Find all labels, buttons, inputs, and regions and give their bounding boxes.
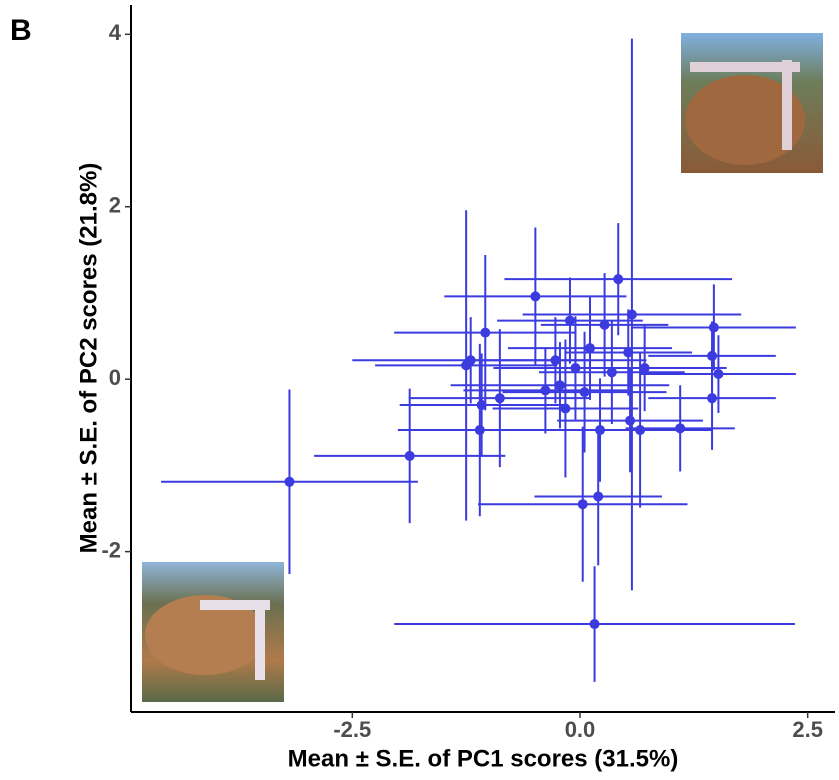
point [465,355,476,366]
point [579,387,590,398]
y-tick-label: 2 [109,193,121,218]
point [476,400,487,411]
point [480,327,491,338]
point [599,319,610,330]
point [623,347,634,358]
point [593,491,604,502]
point [589,619,600,630]
point [625,415,636,426]
x-tick-label: 0.0 [565,717,596,742]
point [577,499,588,510]
point [613,274,624,285]
point [474,425,485,436]
photo-bottom [142,562,284,702]
point [284,476,295,487]
point [595,425,606,436]
point [564,315,575,326]
photo-top [681,33,823,173]
point [540,385,551,396]
y-tick-label: 4 [109,20,122,45]
point [713,369,724,380]
point [639,362,650,373]
point [707,393,718,404]
point [404,450,415,461]
point [708,322,719,333]
point [560,403,571,414]
point [626,309,637,320]
y-tick-label: 0 [109,365,121,390]
x-axis-title: Mean ± S.E. of PC1 scores (31.5%) [288,745,679,772]
y-axis-title: Mean ± S.E. of PC2 scores (21.8%) [75,163,102,554]
panel-label: B [10,14,32,47]
point [494,393,505,404]
y-tick-label: -2 [101,537,121,562]
point [585,343,596,354]
x-tick-label: -2.5 [333,717,371,742]
point [675,423,686,434]
point [606,367,617,378]
point [554,380,565,391]
x-tick-label: 2.5 [792,717,823,742]
point [530,291,541,302]
